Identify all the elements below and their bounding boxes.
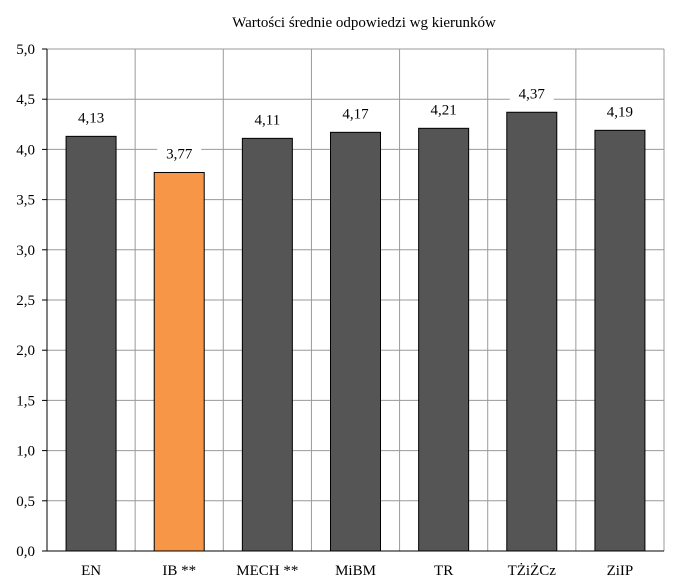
y-tick-label: 3,0 [16,243,35,259]
data-label: 3,77 [166,146,193,162]
bar [418,127,470,552]
data-label: 4,17 [342,106,369,122]
data-label-background [69,108,114,127]
x-tick-label: TŻiŻCz [508,563,557,579]
chart-title: Wartości średnie odpowiedzi wg kierunków [232,15,496,31]
y-tick-label: 1,0 [16,444,35,460]
bars [65,111,646,552]
data-label: 4,19 [607,104,633,120]
data-label-background [509,84,554,103]
data-label-background [157,144,202,163]
y-tick-label: 1,5 [16,393,35,409]
y-tick-label: 2,0 [16,343,35,359]
x-tick-label: EN [81,563,101,579]
data-label-background [245,110,290,129]
y-tick-label: 3,5 [16,193,35,209]
bar [65,135,117,552]
y-tick-label: 4,0 [16,142,35,158]
data-label: 4,13 [78,110,104,126]
y-tick-label: 0,5 [16,494,35,510]
y-tick-label: 0,0 [16,544,35,560]
data-label-background [597,102,642,121]
data-label: 4,21 [431,102,457,118]
bar [594,129,646,552]
data-label-background [421,100,466,119]
x-tick-label: ZiIP [607,563,634,579]
y-tick-label: 4,5 [16,92,35,108]
axes: 0,0 0,5 1,0 1,5 2,0 2,5 3,0 3,5 4,0 4,5 5,0 EN IB **… [16,42,664,579]
x-tick-label: IB ** [162,563,196,579]
x-tick-label: MiBM [335,563,376,579]
data-label-background [333,104,378,123]
x-tick-label: MECH ** [236,563,298,579]
data-label: 4,11 [255,112,281,128]
bar [241,137,293,552]
bar [153,171,205,552]
x-tick-label: TR [434,563,453,579]
data-labels: 4,13 3,77 4,11 4,17 4,21 4,37 4,19 [69,84,642,163]
data-label: 4,37 [519,86,546,102]
bar [330,131,381,552]
bar [506,111,558,552]
y-tick-label: 2,5 [16,293,35,309]
y-tick-label: 5,0 [16,42,35,58]
